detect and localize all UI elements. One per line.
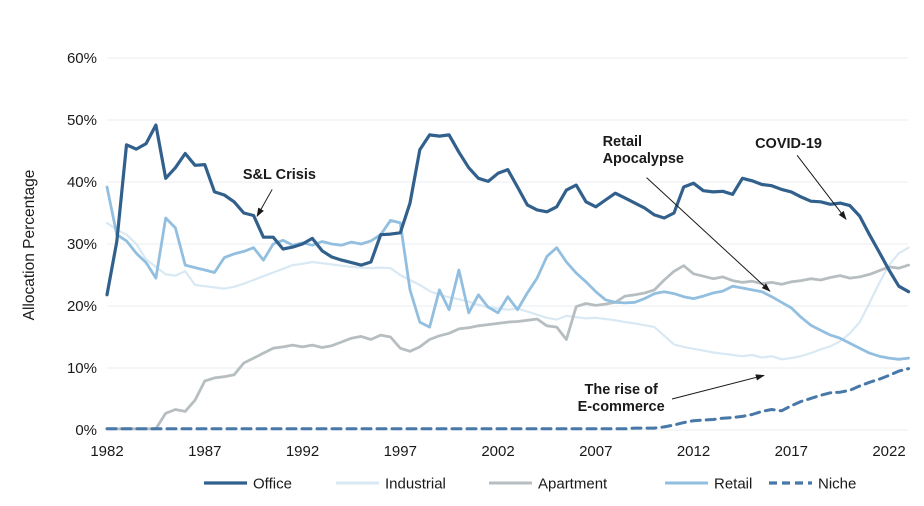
legend-item-retail: Retail xyxy=(665,476,752,493)
legend-label-industrial: Industrial xyxy=(385,476,446,493)
y-axis-tick-label: 20% xyxy=(67,298,97,315)
legend-label-office: Office xyxy=(253,476,292,493)
y-axis-tick-label: 60% xyxy=(67,50,97,67)
annotation-arrow-rise-of-ecommerce xyxy=(671,374,765,400)
y-axis-tick-label: 10% xyxy=(67,360,97,377)
annotation-arrow-covid-19 xyxy=(796,155,847,220)
series-line-office xyxy=(105,123,911,297)
annotation-rise-of-ecommerce: The rise of E-commerce xyxy=(578,382,665,415)
annotation-covid-19: COVID-19 xyxy=(755,136,822,152)
x-axis-tick-label: 2007 xyxy=(579,443,612,460)
legend-item-niche: Niche xyxy=(769,476,856,493)
x-axis-tick-label: 2017 xyxy=(775,443,808,460)
series-lines xyxy=(105,123,911,431)
x-axis-tick-labels: 1982 1987 1992 1997 2002 2007 2012 2017 2022 xyxy=(90,443,905,460)
annotations: S&L Crisis Retail Apocalypse COVID-19 The ri… xyxy=(243,134,847,415)
y-axis-tick-label: 0% xyxy=(75,422,97,439)
annotation-arrow-sl-crisis xyxy=(256,189,273,217)
legend-item-industrial: Industrial xyxy=(336,476,446,493)
y-axis-tick-label: 30% xyxy=(67,236,97,253)
x-axis-tick-label: 1997 xyxy=(384,443,417,460)
series-line-apartment xyxy=(105,263,910,431)
legend-label-niche: Niche xyxy=(818,476,856,493)
series-line-niche xyxy=(105,367,911,431)
legend: Office Industrial Apartment Retail Niche xyxy=(204,476,856,493)
x-axis-tick-label: 2012 xyxy=(677,443,710,460)
x-axis-tick-label: 1992 xyxy=(286,443,319,460)
legend-label-retail: Retail xyxy=(714,476,752,493)
x-axis-tick-label: 1982 xyxy=(90,443,123,460)
gridlines xyxy=(107,57,908,431)
annotation-retail-apocalypse: Retail Apocalypse xyxy=(603,134,684,167)
series-line-industrial xyxy=(105,221,910,361)
annotation-arrow-retail-apocalypse xyxy=(646,177,771,292)
x-axis-tick-label: 1987 xyxy=(188,443,221,460)
x-axis-tick-label: 2002 xyxy=(481,443,514,460)
y-axis-tick-label: 50% xyxy=(67,112,97,129)
legend-item-apartment: Apartment xyxy=(489,476,608,493)
y-axis-tick-labels: 0% 10% 20% 30% 40% 50% 60% xyxy=(67,50,97,439)
series-line-retail xyxy=(105,185,910,361)
annotation-sl-crisis: S&L Crisis xyxy=(243,167,316,183)
x-axis-tick-label: 2022 xyxy=(872,443,905,460)
y-axis-tick-label: 40% xyxy=(67,174,97,191)
legend-label-apartment: Apartment xyxy=(538,476,608,493)
y-axis-title: Allocation Percentage xyxy=(21,170,38,321)
legend-item-office: Office xyxy=(204,476,292,493)
